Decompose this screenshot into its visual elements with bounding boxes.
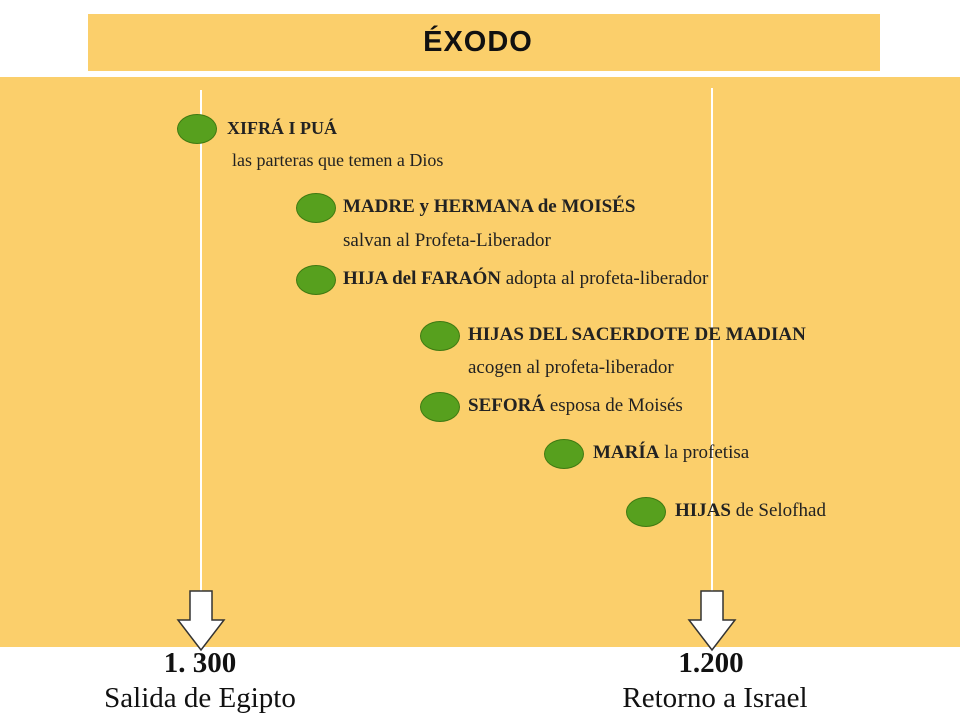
event-subtitle: las parteras que temen a Dios: [232, 150, 444, 170]
event-name: XIFRÁ I PUÁ: [227, 118, 337, 138]
event-description: la profetisa: [659, 442, 750, 463]
marker-label-start: Salida de Egipto: [104, 682, 296, 714]
event-item: HIJA del FARAÓN adopta al profeta-libera…: [343, 266, 708, 291]
event-item: MADRE y HERMANA de MOISÉS: [343, 194, 635, 219]
down-arrow-icon: [687, 590, 737, 652]
event-marker-icon: [177, 114, 217, 144]
event-marker-icon: [296, 265, 336, 295]
marker-label-end: Retorno a Israel: [622, 682, 808, 714]
event-subtitle: salvan al Profeta-Liberador: [343, 230, 551, 251]
event-marker-icon: [420, 321, 460, 351]
event-description: esposa de Moisés: [545, 395, 683, 416]
event-description: de Selofhad: [730, 500, 826, 521]
marker-year-start: 1. 300: [163, 647, 237, 679]
event-name: MARÍA: [593, 442, 660, 463]
event-marker-icon: [420, 392, 460, 422]
marker-year-end: 1.200: [678, 647, 744, 679]
event-item: SEFORÁ esposa de Moisés: [468, 393, 683, 418]
event-marker-icon: [544, 439, 584, 469]
event-item: HIJAS de Selofhad: [675, 498, 826, 523]
timeline-line-end: [711, 88, 713, 595]
event-name: HIJAS DEL SACERDOTE DE MADIAN: [468, 324, 806, 345]
event-marker-icon: [626, 497, 666, 527]
event-name: MADRE y HERMANA de MOISÉS: [343, 196, 636, 217]
event-item: MARÍA la profetisa: [593, 440, 749, 465]
title-bar: ÉXODO: [88, 14, 880, 71]
event-item: HIJAS DEL SACERDOTE DE MADIAN: [468, 322, 806, 347]
down-arrow-icon: [176, 590, 226, 652]
event-name: SEFORÁ: [468, 395, 546, 416]
timeline-panel: [0, 77, 960, 647]
event-subtitle: acogen al profeta-liberador: [468, 357, 674, 378]
page-title: ÉXODO: [423, 26, 533, 58]
timeline-line-start: [200, 90, 202, 595]
event-marker-icon: [296, 193, 336, 223]
event-name: HIJA del FARAÓN: [343, 268, 501, 289]
event-description: adopta al profeta-liberador: [500, 268, 709, 289]
event-item: XIFRÁ I PUÁ: [227, 116, 337, 141]
event-name: HIJAS: [675, 500, 731, 521]
